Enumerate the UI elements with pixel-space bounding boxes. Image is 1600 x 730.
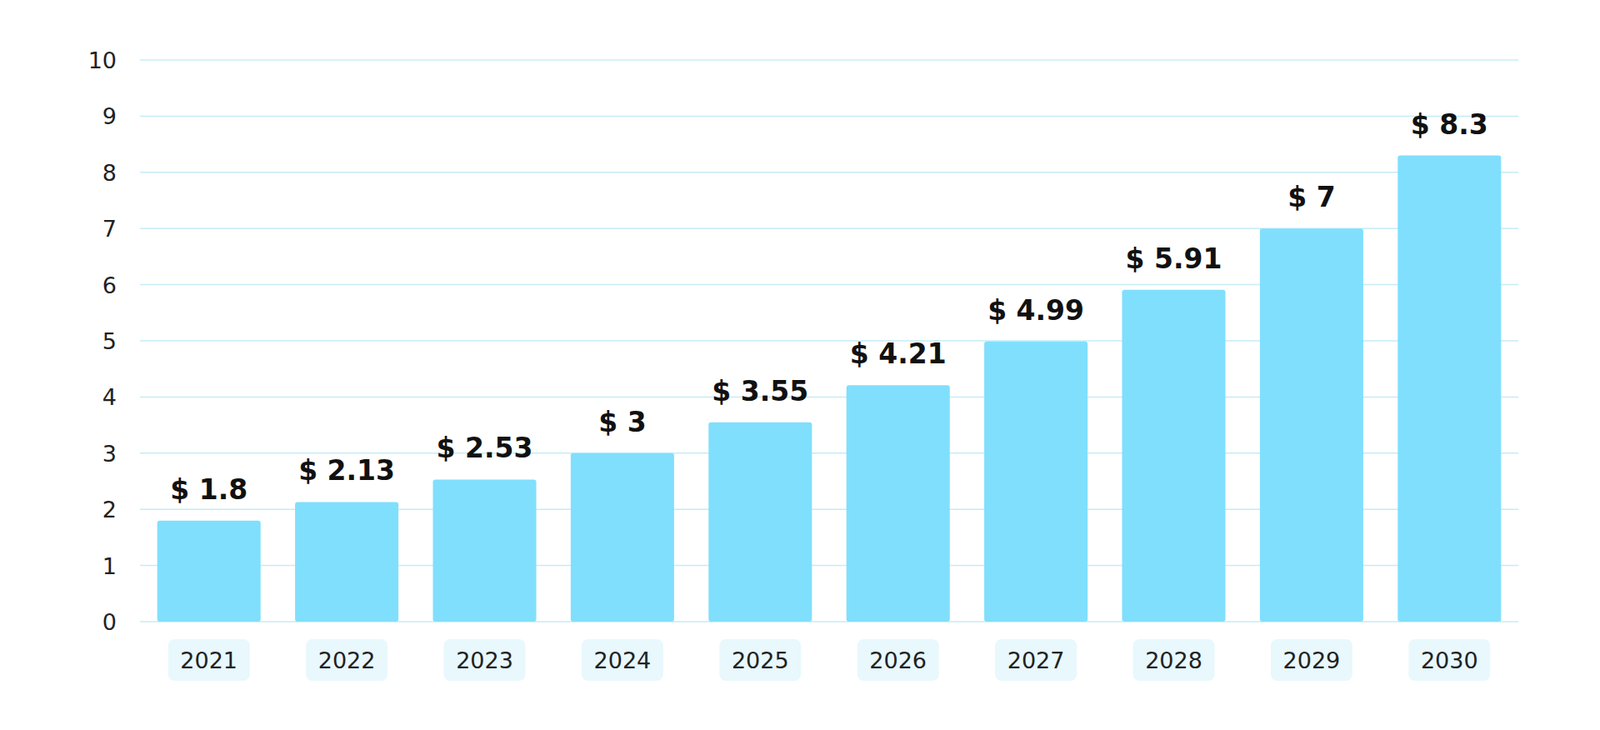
category-pill [995, 639, 1077, 681]
bar [1260, 228, 1364, 622]
grid-line [140, 59, 1519, 61]
y-tick-label: 5 [102, 328, 117, 355]
y-tick-label: 8 [102, 160, 117, 186]
x-tick-label: 2023 [455, 647, 514, 674]
y-tick-label: 10 [88, 47, 117, 74]
x-tick-label: 2025 [731, 647, 790, 674]
bar [708, 422, 812, 622]
data-label: $ 1.8 [170, 473, 248, 506]
grid-line [140, 171, 1519, 174]
bar [432, 479, 536, 622]
data-label: $ 2.53 [436, 431, 534, 465]
y-tick-label: 1 [102, 553, 117, 580]
y-tick-label: 6 [102, 272, 117, 299]
data-label: $ 5.91 [1125, 242, 1223, 275]
x-tick-label: 2029 [1283, 647, 1341, 674]
bar [295, 501, 399, 622]
y-tick-label: 4 [102, 384, 117, 410]
bars [157, 155, 1502, 622]
grid-line [140, 115, 1519, 118]
y-tick-label: 3 [102, 440, 117, 467]
category-pill [857, 639, 940, 681]
data-label: $ 8.3 [1410, 108, 1489, 141]
data-label: $ 7 [1287, 180, 1335, 214]
category-pill [168, 639, 250, 681]
category-pill [305, 639, 388, 681]
data-label: $ 3.55 [711, 375, 809, 408]
category-pill [1270, 639, 1353, 681]
data-label: $ 4.21 [850, 337, 947, 370]
x-tick-label: 2028 [1145, 647, 1203, 674]
bar [846, 385, 950, 622]
y-tick-label: 0 [102, 609, 117, 635]
x-tick-label: 2027 [1007, 647, 1065, 674]
category-pill [444, 639, 526, 681]
x-tick-label: 2021 [180, 647, 238, 674]
y-tick-label: 9 [102, 103, 117, 130]
x-tick-label: 2024 [594, 647, 652, 674]
grid [140, 60, 1519, 622]
chart-svg: 0 1 2 3 4 5 6 7 8 9 10 $ 1.8 $ 2.13 $ 2.53 $ 3 $ 3.55 $ … [0, 0, 1600, 730]
category-pill [719, 639, 801, 681]
chart-container: 0 1 2 3 4 5 6 7 8 9 10 $ 1.8 $ 2.13 $ 2.53 $ 3 $ 3.55 $ … [0, 0, 1600, 730]
bar [1121, 290, 1225, 622]
category-pill [1133, 639, 1215, 681]
y-tick-label: 2 [102, 496, 117, 523]
bar [157, 520, 261, 622]
category-pill [1408, 639, 1490, 681]
y-tick-label: 7 [102, 215, 117, 242]
x-tick-label: 2030 [1420, 647, 1479, 674]
bar [1397, 155, 1501, 622]
bar [984, 341, 1088, 622]
data-label: $ 4.99 [987, 294, 1085, 327]
bar [570, 453, 675, 622]
data-label: $ 2.13 [298, 454, 395, 487]
x-tick-label: 2026 [869, 647, 927, 674]
x-tick-label: 2022 [318, 647, 376, 674]
category-pill [581, 639, 664, 681]
data-label: $ 3 [598, 405, 646, 439]
